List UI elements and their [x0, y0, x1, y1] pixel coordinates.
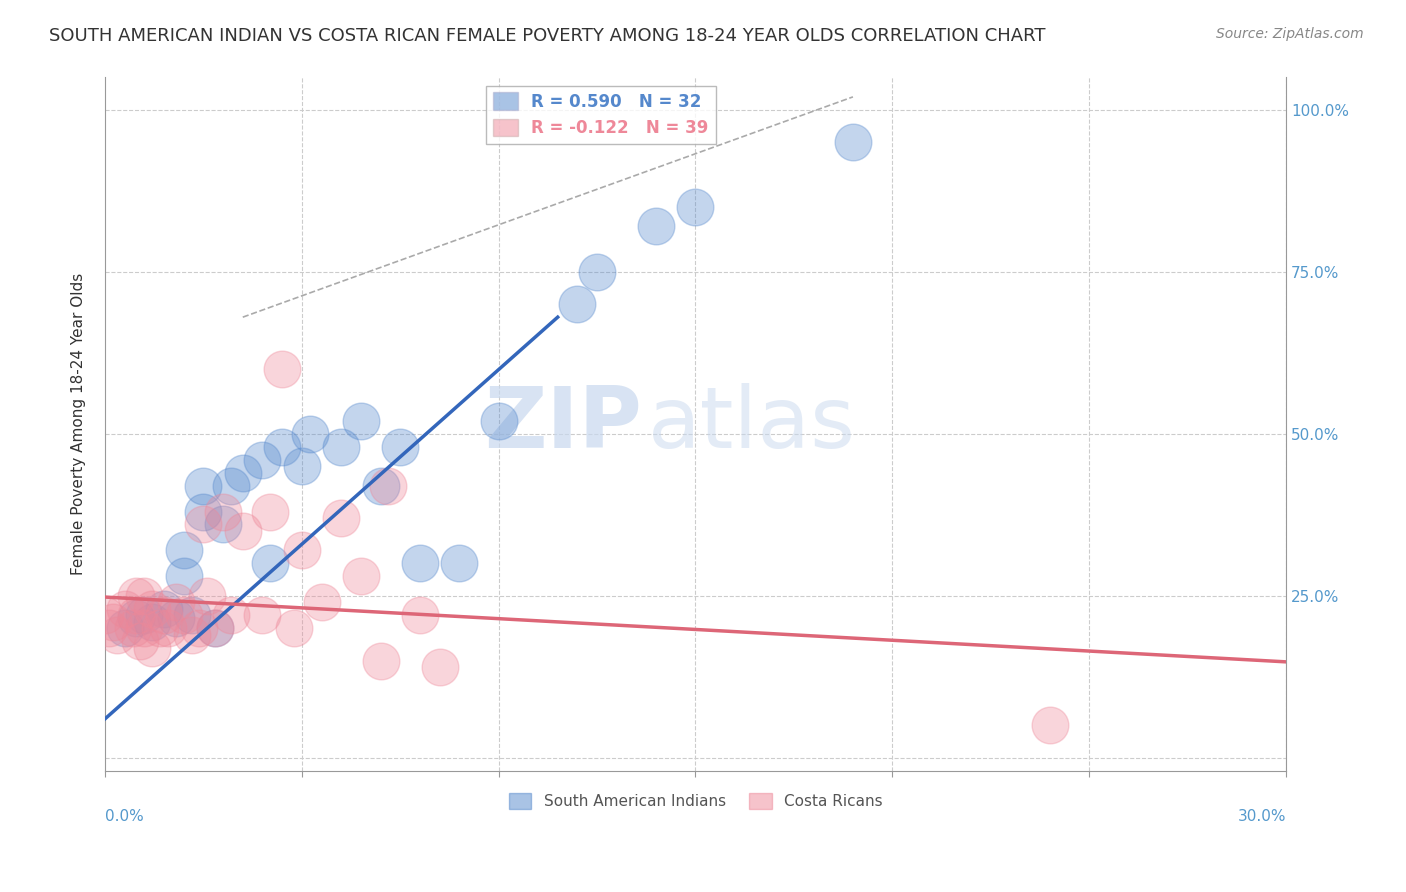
Point: [370, 654, 392, 668]
Text: SOUTH AMERICAN INDIAN VS COSTA RICAN FEMALE POVERTY AMONG 18-24 YEAR OLDS CORREL: SOUTH AMERICAN INDIAN VS COSTA RICAN FEM…: [49, 27, 1046, 45]
Point: [125, 611, 148, 625]
Point: [449, 557, 471, 571]
Point: [232, 466, 254, 480]
Text: Source: ZipAtlas.com: Source: ZipAtlas.com: [1216, 27, 1364, 41]
Point: [842, 135, 865, 149]
Point: [350, 414, 373, 428]
Point: [219, 608, 242, 623]
Point: [212, 504, 235, 518]
Legend: South American Indians, Costa Ricans: South American Indians, Costa Ricans: [502, 787, 889, 815]
Text: ZIP: ZIP: [485, 383, 643, 466]
Point: [101, 615, 124, 629]
Point: [134, 621, 156, 635]
Point: [271, 440, 294, 454]
Point: [141, 615, 163, 629]
Point: [173, 569, 195, 583]
Point: [180, 608, 202, 623]
Point: [153, 601, 176, 615]
Point: [134, 608, 156, 623]
Point: [193, 517, 215, 532]
Point: [377, 478, 399, 492]
Point: [193, 504, 215, 518]
Point: [252, 452, 274, 467]
Point: [311, 595, 333, 609]
Point: [259, 557, 281, 571]
Point: [1039, 718, 1062, 732]
Point: [488, 414, 510, 428]
Point: [212, 517, 235, 532]
Point: [125, 608, 148, 623]
Point: [409, 608, 432, 623]
Point: [153, 608, 176, 623]
Text: atlas: atlas: [648, 383, 856, 466]
Point: [291, 459, 314, 474]
Point: [685, 200, 707, 214]
Point: [173, 608, 195, 623]
Point: [259, 504, 281, 518]
Point: [370, 478, 392, 492]
Point: [389, 440, 412, 454]
Point: [232, 524, 254, 538]
Point: [125, 589, 148, 603]
Point: [105, 627, 128, 641]
Point: [429, 660, 451, 674]
Point: [586, 265, 609, 279]
Y-axis label: Female Poverty Among 18-24 Year Olds: Female Poverty Among 18-24 Year Olds: [72, 273, 86, 575]
Point: [114, 601, 136, 615]
Point: [94, 608, 117, 623]
Point: [134, 589, 156, 603]
Point: [156, 621, 179, 635]
Point: [165, 595, 187, 609]
Point: [114, 621, 136, 635]
Point: [252, 608, 274, 623]
Point: [298, 426, 321, 441]
Point: [350, 569, 373, 583]
Point: [204, 621, 226, 635]
Point: [409, 557, 432, 571]
Point: [180, 627, 202, 641]
Point: [129, 634, 152, 648]
Point: [121, 621, 143, 635]
Point: [330, 511, 353, 525]
Point: [193, 478, 215, 492]
Text: 30.0%: 30.0%: [1237, 809, 1286, 824]
Point: [165, 611, 187, 625]
Point: [141, 640, 163, 655]
Point: [188, 621, 211, 635]
Point: [330, 440, 353, 454]
Point: [97, 621, 120, 635]
Text: 0.0%: 0.0%: [105, 809, 143, 824]
Point: [141, 601, 163, 615]
Point: [149, 621, 172, 635]
Point: [195, 589, 218, 603]
Point: [219, 478, 242, 492]
Point: [173, 543, 195, 558]
Point: [291, 543, 314, 558]
Point: [645, 219, 668, 234]
Point: [567, 297, 589, 311]
Point: [271, 362, 294, 376]
Point: [283, 621, 305, 635]
Point: [204, 621, 226, 635]
